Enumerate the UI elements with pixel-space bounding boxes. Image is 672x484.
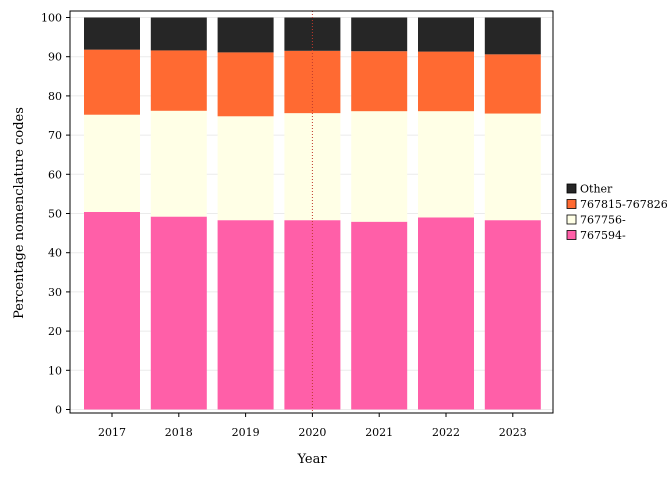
legend-key — [566, 230, 577, 240]
axes: 0 10 20 30 40 50 60 70 80 90 100 2017 2018 2019 2020 20… — [41, 10, 554, 439]
bar-segment — [84, 49, 140, 115]
x-tick-label: 2022 — [432, 426, 460, 439]
bar-segment — [217, 116, 274, 221]
bar-segment — [484, 220, 541, 410]
bar-segment — [150, 110, 207, 217]
legend: Other 767815-767826 767756- 767594- — [566, 183, 668, 242]
x-tick-label: 2017 — [98, 426, 126, 439]
bar-segment — [84, 17, 140, 50]
bar-segment — [84, 211, 140, 410]
bar-segment — [351, 111, 408, 222]
legend-label: Other — [580, 183, 613, 196]
bar-segment — [217, 17, 274, 53]
bars — [84, 17, 541, 410]
x-tick-label: 2018 — [165, 426, 193, 439]
bar-segment — [217, 52, 274, 117]
x-tick-label: 2020 — [298, 426, 326, 439]
x-tick-label: 2023 — [499, 426, 527, 439]
y-tick-label: 100 — [41, 12, 62, 25]
bar-segment — [217, 220, 274, 410]
bar-segment — [484, 113, 541, 221]
x-tick-label: 2021 — [365, 426, 393, 439]
y-tick-label: 20 — [48, 325, 62, 338]
bar-segment — [284, 50, 341, 114]
legend-key — [566, 199, 577, 209]
bar-segment — [284, 17, 341, 51]
bar-segment — [484, 54, 541, 114]
legend-label: 767756- — [580, 214, 626, 227]
legend-label: 767594- — [580, 229, 626, 242]
bar-segment — [418, 217, 474, 410]
y-tick-label: 10 — [48, 364, 62, 377]
bar-segment — [351, 17, 408, 52]
y-tick-label: 40 — [48, 247, 62, 260]
y-tick-label: 0 — [55, 404, 62, 417]
bar-segment — [284, 113, 341, 221]
bar-segment — [418, 111, 474, 218]
y-tick-label: 70 — [48, 129, 62, 142]
bar-segment — [418, 51, 474, 112]
legend-key — [566, 214, 577, 225]
legend-key — [566, 183, 577, 194]
y-axis-title: Percentage nomenclature codes — [12, 107, 27, 319]
y-tick-label: 50 — [48, 208, 62, 221]
bar-segment — [351, 51, 408, 112]
y-tick-label: 90 — [48, 51, 62, 64]
bar-segment — [84, 114, 140, 212]
legend-label: 767815-767826 — [580, 198, 668, 211]
x-tick-label: 2019 — [232, 426, 260, 439]
y-tick-label: 30 — [48, 286, 62, 299]
bar-segment — [150, 50, 207, 111]
bar-segment — [484, 17, 541, 55]
bar-segment — [150, 216, 207, 410]
x-axis-title: Year — [296, 452, 327, 467]
y-tick-label: 60 — [48, 168, 62, 181]
bar-segment — [418, 17, 474, 52]
plot-frame — [69, 10, 554, 414]
bar-segment — [351, 221, 408, 410]
bar-segment — [150, 17, 207, 51]
y-tick-label: 80 — [48, 90, 62, 103]
